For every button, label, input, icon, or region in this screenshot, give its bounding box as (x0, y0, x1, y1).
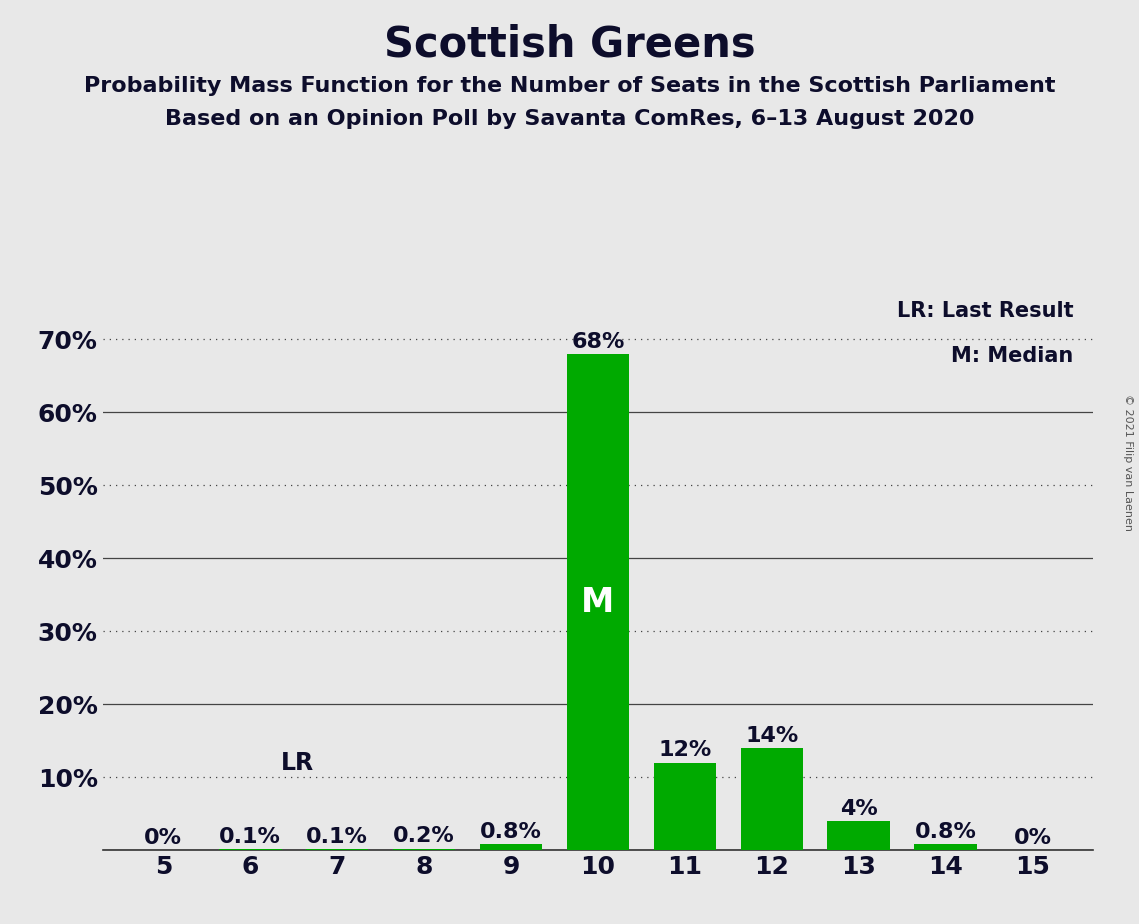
Text: M: Median: M: Median (951, 346, 1074, 366)
Bar (915, 845, 977, 850)
Text: 0.1%: 0.1% (220, 827, 281, 847)
Text: 0%: 0% (145, 828, 182, 848)
Text: 0%: 0% (1014, 828, 1051, 848)
Bar (480, 845, 542, 850)
Text: LR: Last Result: LR: Last Result (898, 301, 1074, 322)
Text: M: M (581, 586, 615, 618)
Text: LR: LR (280, 751, 314, 775)
Bar (740, 748, 803, 850)
Bar (827, 821, 890, 850)
Bar (567, 354, 629, 850)
Text: 0.2%: 0.2% (393, 826, 454, 846)
Text: 4%: 4% (839, 798, 878, 819)
Text: 0.8%: 0.8% (481, 822, 542, 842)
Text: 12%: 12% (658, 740, 712, 760)
Text: 14%: 14% (745, 725, 798, 746)
Text: Probability Mass Function for the Number of Seats in the Scottish Parliament: Probability Mass Function for the Number… (84, 76, 1055, 96)
Text: 0.8%: 0.8% (915, 822, 976, 842)
Text: Scottish Greens: Scottish Greens (384, 23, 755, 65)
Text: Based on an Opinion Poll by Savanta ComRes, 6–13 August 2020: Based on an Opinion Poll by Savanta ComR… (165, 109, 974, 129)
Text: 68%: 68% (572, 332, 624, 352)
Text: © 2021 Filip van Laenen: © 2021 Filip van Laenen (1123, 394, 1133, 530)
Text: 0.1%: 0.1% (306, 827, 368, 847)
Bar (654, 762, 716, 850)
Bar (393, 848, 456, 850)
